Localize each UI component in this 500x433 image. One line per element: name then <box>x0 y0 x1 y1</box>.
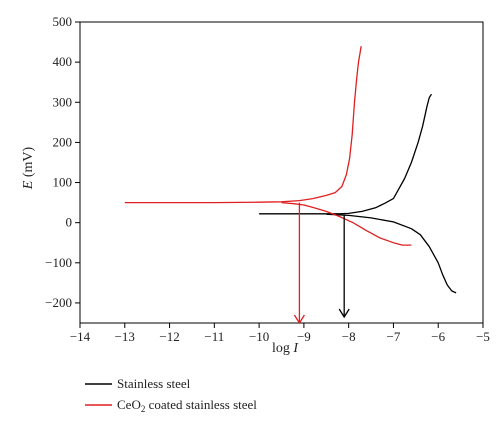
series-0-cathodic-line <box>326 213 457 294</box>
y-tick-label: −100 <box>45 255 72 270</box>
annotation-layer <box>293 202 350 325</box>
x-axis-label-var: I <box>292 341 299 356</box>
series-0-anodic-line <box>259 93 433 215</box>
series-layer <box>124 45 457 294</box>
x-tick-label: −8 <box>342 329 356 344</box>
legend-label-ceo2-sub: 2 <box>141 404 146 414</box>
y-tick-label: −200 <box>45 295 72 310</box>
arrow-0-head <box>293 314 305 325</box>
legend-label-stainless-steel: Stainless steel <box>117 376 191 391</box>
x-axis-label-base: log <box>272 341 290 356</box>
x-tick-label: −5 <box>476 329 490 344</box>
plot-border <box>79 21 484 324</box>
series-1-cathodic-line <box>281 201 412 246</box>
axis-layer: −14 −13 −12 −11 −10 −9 −8 −7 −6 −5 −200 −100 0 100 200… <box>45 14 490 344</box>
y-tick-label: 0 <box>66 215 73 230</box>
series-1-anodic-line <box>124 45 362 204</box>
legend: Stainless steel CeO2 coated stainless st… <box>85 376 257 414</box>
x-tick-label: −14 <box>70 329 91 344</box>
x-tick-label: −13 <box>115 329 135 344</box>
legend-label-ceo2-suffix: coated stainless steel <box>145 397 257 412</box>
x-tick-label: −9 <box>297 329 311 344</box>
x-axis-label: log I <box>272 341 299 356</box>
y-axis-label: E (mV) <box>21 146 36 190</box>
y-axis-label-var: E <box>21 180 36 190</box>
legend-label-ceo2-prefix: CeO <box>117 397 141 412</box>
x-tick-label: −7 <box>387 329 401 344</box>
y-tick-label: 500 <box>53 14 73 29</box>
y-tick-label: 400 <box>53 54 73 69</box>
legend-label-ceo2-coated: CeO2 coated stainless steel <box>117 397 257 414</box>
x-tick-label: −10 <box>249 329 269 344</box>
x-tick-label: −12 <box>159 329 179 344</box>
y-tick-label: 300 <box>53 94 73 109</box>
plot-area <box>79 21 484 324</box>
y-tick-label: 200 <box>53 134 73 149</box>
arrow-1-head <box>338 308 350 319</box>
y-axis-label-unit: (mV) <box>21 146 36 180</box>
x-tick-label: −6 <box>431 329 445 344</box>
x-tick-label: −11 <box>204 329 224 344</box>
y-tick-label: 100 <box>53 175 73 190</box>
